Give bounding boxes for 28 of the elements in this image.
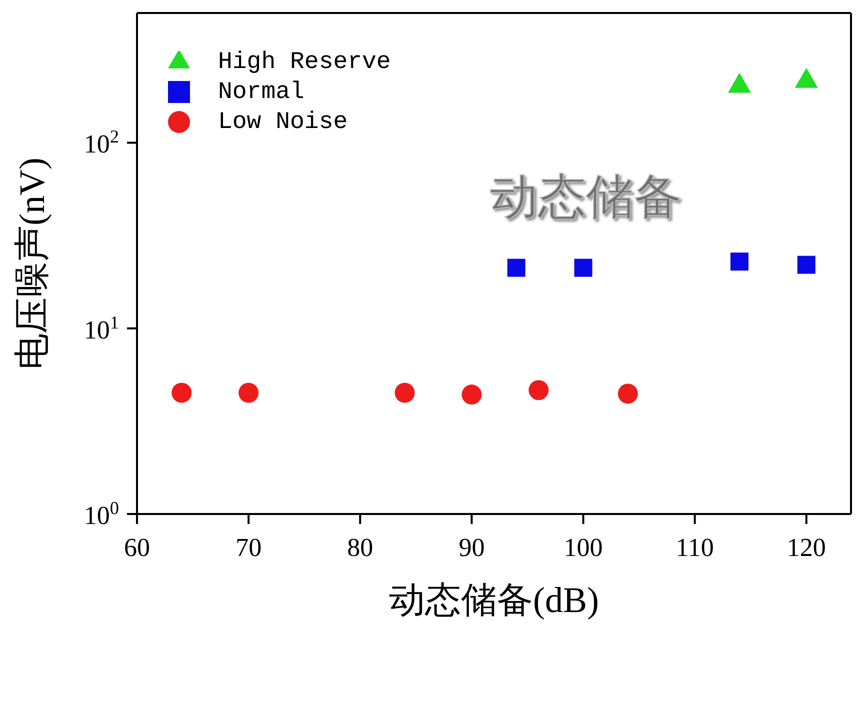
y-tick-label: 10$^{0}$ [84,498,119,530]
x-tick-label: 100 [564,533,603,562]
legend-label: High Reserve [218,49,391,76]
x-tick-label: 110 [676,533,714,562]
x-tick-label: 90 [458,533,485,562]
x-tick-label: 80 [347,533,374,562]
x-tick-label: 120 [786,533,826,562]
annotation: 动态储备 [490,169,682,225]
point [794,68,818,88]
point [238,382,259,403]
x-axis-title: 动态储备(dB) [389,580,599,620]
point [462,384,482,405]
point [574,258,592,277]
x-tick-label: 60 [124,533,150,562]
x-tick-label: 70 [236,533,262,562]
legend-label: Normal [218,79,304,106]
y-tick-label: 10$^{2}$ [84,126,119,159]
point [507,258,526,277]
point [394,382,415,403]
point [618,384,638,404]
point [730,252,748,271]
y-axis-title: 电压噪声(nV) [12,158,52,370]
point [172,382,192,403]
point [728,72,751,93]
point [797,256,816,274]
point [528,380,549,400]
y-tick-label: 10$^{1}$ [84,312,119,344]
legend-label: Low Noise [218,109,348,136]
